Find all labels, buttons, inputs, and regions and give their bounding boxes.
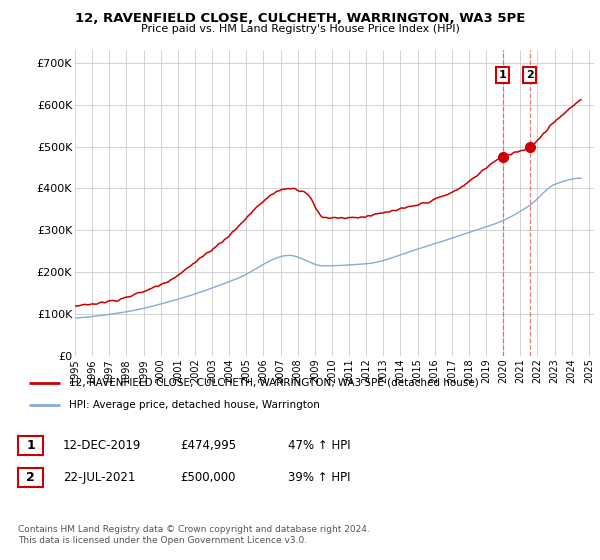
Text: £474,995: £474,995 [180,438,236,452]
Text: 2: 2 [26,470,35,484]
Text: 22-JUL-2021: 22-JUL-2021 [63,470,136,484]
Text: 2: 2 [526,70,533,80]
Text: 1: 1 [499,70,506,80]
Text: HPI: Average price, detached house, Warrington: HPI: Average price, detached house, Warr… [69,400,320,410]
Text: 1: 1 [26,438,35,452]
Text: 47% ↑ HPI: 47% ↑ HPI [288,438,350,452]
Text: Contains HM Land Registry data © Crown copyright and database right 2024.
This d: Contains HM Land Registry data © Crown c… [18,525,370,545]
Text: Price paid vs. HM Land Registry's House Price Index (HPI): Price paid vs. HM Land Registry's House … [140,24,460,34]
Text: 39% ↑ HPI: 39% ↑ HPI [288,470,350,484]
Text: £500,000: £500,000 [180,470,235,484]
Text: 12, RAVENFIELD CLOSE, CULCHETH, WARRINGTON, WA3 5PE: 12, RAVENFIELD CLOSE, CULCHETH, WARRINGT… [75,12,525,25]
Text: 12, RAVENFIELD CLOSE, CULCHETH, WARRINGTON, WA3 5PE (detached house): 12, RAVENFIELD CLOSE, CULCHETH, WARRINGT… [69,378,479,388]
Text: 12-DEC-2019: 12-DEC-2019 [63,438,142,452]
